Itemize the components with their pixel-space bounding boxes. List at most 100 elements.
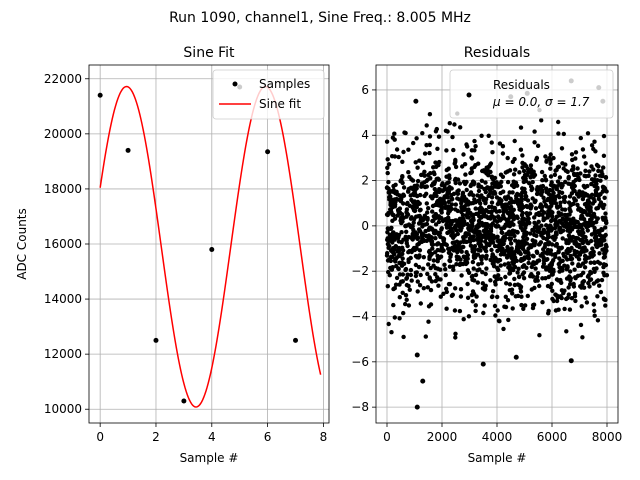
residual-point — [473, 200, 478, 205]
residual-point — [414, 204, 419, 210]
residual-point — [415, 165, 420, 170]
residual-point — [586, 273, 591, 278]
residual-point — [411, 208, 417, 213]
residual-point — [558, 200, 563, 205]
residual-point — [513, 294, 518, 299]
residual-point — [478, 244, 483, 249]
residual-point — [532, 140, 537, 145]
residual-point — [456, 223, 461, 229]
residual-point — [478, 205, 483, 210]
residual-point — [522, 186, 527, 192]
residual-point — [400, 159, 405, 164]
residual-point — [428, 265, 433, 271]
residual-point — [563, 224, 569, 229]
residual-point — [473, 206, 478, 211]
residual-point — [561, 253, 567, 259]
residual-point — [397, 316, 402, 321]
residual-point — [409, 249, 414, 255]
residual-point — [499, 226, 504, 231]
residual-point — [439, 226, 444, 231]
residual-point — [580, 230, 585, 235]
residual-point — [404, 229, 409, 234]
residual-point — [443, 267, 448, 272]
residual-point — [589, 143, 595, 148]
residual-point — [540, 264, 546, 269]
residual-point — [473, 272, 479, 278]
residual-point — [404, 238, 409, 243]
residual-point — [534, 233, 539, 238]
residual-point — [489, 195, 495, 200]
residual-point — [459, 206, 464, 211]
residual-point — [592, 230, 597, 236]
residual-point — [431, 170, 436, 175]
residual-point — [475, 252, 481, 257]
residual-point — [405, 243, 410, 249]
residual-point — [562, 199, 567, 205]
residual-point — [490, 181, 495, 186]
residual-point — [497, 238, 503, 243]
residual-point — [515, 229, 520, 235]
residual-point — [415, 279, 420, 284]
residual-point — [406, 147, 411, 152]
residual-point — [521, 276, 527, 281]
residual-point — [512, 276, 517, 282]
residual-point — [553, 230, 559, 235]
residual-point — [482, 287, 487, 292]
residual-point — [390, 250, 396, 255]
residual-point — [446, 199, 451, 205]
residual-point — [545, 215, 550, 220]
residual-point — [576, 206, 582, 211]
residual-point — [564, 238, 569, 243]
residual-point — [528, 243, 533, 248]
residual-point — [480, 281, 485, 286]
residual-point — [496, 214, 501, 219]
residual-point — [590, 223, 595, 228]
residual-point — [510, 231, 516, 236]
residual-point — [504, 208, 509, 213]
residual-point — [602, 202, 607, 208]
residual-point — [523, 250, 528, 255]
residual-point — [571, 179, 576, 185]
residual-point — [385, 251, 390, 256]
residual-point — [420, 160, 426, 166]
residual-point — [500, 174, 506, 179]
residual-point — [416, 227, 422, 232]
residual-point — [520, 160, 525, 166]
residual-point — [569, 296, 575, 301]
residual-point — [455, 208, 460, 214]
residual-point — [553, 225, 558, 230]
residual-point — [469, 148, 475, 153]
legend-marker-samples — [232, 81, 238, 87]
residual-point — [512, 138, 517, 144]
residual-point — [413, 262, 419, 268]
residual-point — [496, 184, 501, 190]
residual-point — [587, 277, 593, 283]
residual-point — [521, 234, 526, 240]
residual-point — [521, 168, 527, 174]
residual-point — [530, 179, 535, 185]
residual-point — [507, 282, 513, 287]
residual-point — [526, 246, 531, 251]
residual-point — [436, 134, 442, 139]
residual-point — [486, 204, 492, 210]
residual-point — [507, 200, 512, 206]
residual-point — [507, 271, 512, 276]
residual-point — [427, 150, 432, 156]
residual-point — [454, 239, 460, 244]
residual-point — [548, 285, 553, 290]
residual-point — [389, 330, 394, 335]
residual-point — [506, 221, 511, 227]
residual-point — [391, 230, 396, 235]
residual-point — [549, 281, 554, 287]
residual-point — [386, 162, 392, 167]
residual-point — [603, 297, 608, 303]
residual-point — [397, 282, 402, 287]
residual-point — [536, 226, 542, 231]
residual-point — [397, 260, 402, 266]
residual-point — [528, 175, 533, 180]
residual-point — [417, 283, 423, 288]
residual-point — [518, 125, 524, 130]
residual-point — [417, 158, 422, 163]
residual-point — [414, 214, 419, 219]
residual-point — [401, 149, 406, 155]
